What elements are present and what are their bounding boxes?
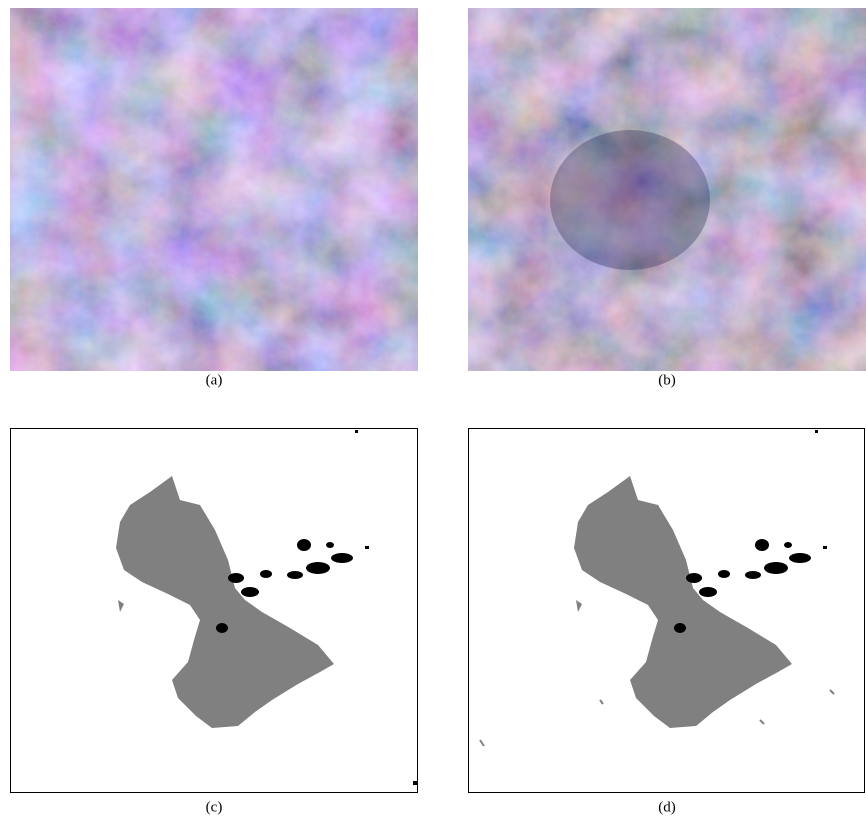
- speck: [413, 781, 417, 785]
- panel-label: (a): [206, 372, 223, 388]
- panel-label: (c): [206, 799, 223, 815]
- figure: (a) (b) (c) (d): [0, 0, 866, 821]
- burn-area: [550, 130, 710, 270]
- panel-label: (d): [658, 799, 676, 815]
- page: {"panels": [{"label": "(a)"}, {"label": …: [0, 0, 866, 821]
- speck: [815, 430, 818, 433]
- image-a: [10, 8, 418, 371]
- panel-label: (b): [658, 372, 676, 388]
- speck: [355, 430, 358, 433]
